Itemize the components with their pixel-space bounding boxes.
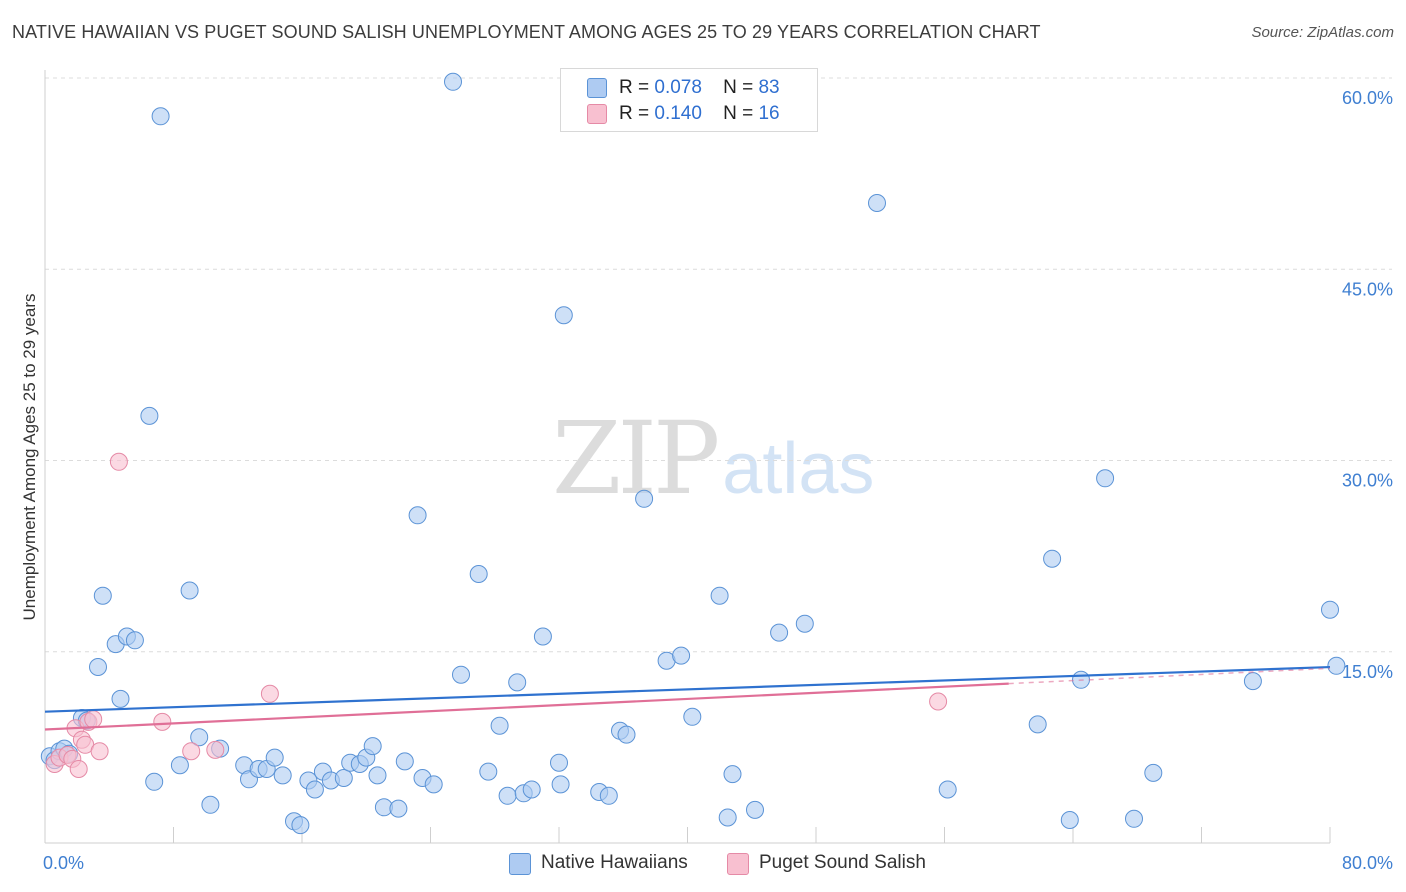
native-hawaiians-point [533, 627, 552, 646]
r-value: 0.140 [654, 103, 702, 124]
native-hawaiians-point [1096, 469, 1115, 488]
native-hawaiians-point [170, 756, 189, 775]
x-tick-label: 80.0% [1342, 853, 1393, 873]
native-hawaiians-point [444, 72, 462, 91]
native-hawaiians-point [334, 769, 353, 787]
legend-swatch-pink [587, 104, 607, 124]
trend-lines [44, 665, 1331, 731]
native-hawaiians-point [1028, 715, 1047, 734]
puget-sound-salish-point [260, 684, 279, 703]
native-hawaiians-point [1327, 656, 1346, 675]
native-hawaiians-point [1125, 809, 1143, 828]
native-hawaiians-point [1060, 811, 1079, 829]
puget-sound-salish-point [90, 742, 109, 761]
native-hawaiians-point [389, 799, 408, 818]
native-hawaiians-point [180, 581, 199, 600]
grid [45, 77, 1392, 653]
native-hawaiians-point [599, 786, 618, 805]
n-label: N = [723, 77, 754, 98]
native-hawaiians-point [305, 780, 324, 799]
native-hawaiians-point [368, 766, 387, 785]
x-tick-label: 0.0% [43, 853, 84, 873]
native-hawaiians-point [635, 489, 654, 508]
native-hawaiians-point [424, 775, 443, 794]
native-hawaiians-point [140, 406, 159, 425]
legend-label: Puget Sound Salish [759, 852, 926, 873]
y-axis-label: Unemployment Among Ages 25 to 29 years [20, 294, 39, 621]
legend-label: Native Hawaiians [541, 852, 688, 873]
native-hawaiians-point [363, 737, 382, 756]
native-hawaiians-point [554, 306, 573, 325]
puget-sound-salish-point [929, 692, 948, 711]
native-hawaiians-point [617, 725, 636, 744]
source-credit: Source: ZipAtlas.com [1251, 24, 1394, 41]
chart-title: NATIVE HAWAIIAN VS PUGET SOUND SALISH UN… [12, 22, 1041, 42]
y-tick-label: 30.0% [1342, 471, 1393, 491]
native-hawaiians-point [151, 107, 170, 126]
y-tick-label: 60.0% [1342, 88, 1393, 108]
native-hawaiians-point [93, 586, 112, 605]
native-hawaiians-trendline [44, 665, 1331, 713]
correlation-legend: R = 0.078 N = 83 R = 0.140 N = 16 [560, 68, 818, 132]
native-hawaiians-point [672, 646, 691, 665]
native-hawaiians-point [551, 775, 570, 794]
native-hawaiians-point [145, 772, 164, 791]
native-hawaiians-point [1243, 672, 1262, 691]
native-hawaiians-point [125, 631, 144, 650]
native-hawaiians-point [522, 780, 541, 799]
native-hawaiians-point [273, 766, 292, 785]
native-hawaiians-point [190, 728, 209, 747]
native-hawaiians-point [795, 614, 814, 633]
native-hawaiians-point [201, 795, 220, 814]
native-hawaiians-point [508, 673, 527, 692]
native-hawaiians-point [710, 586, 729, 605]
native-hawaiians-point [408, 506, 427, 525]
native-hawaiians-point [395, 752, 414, 771]
n-value: 16 [758, 103, 780, 124]
native-hawaiians-point [683, 707, 702, 726]
puget-sound-salish-point [84, 710, 103, 729]
puget-sound-salish-point [182, 742, 201, 761]
native-hawaiians-point [265, 748, 284, 767]
native-hawaiians-point [479, 762, 498, 781]
native-hawaiians-point [490, 716, 509, 735]
puget-sound-salish-point [109, 452, 128, 471]
native-hawaiians-point [498, 786, 517, 805]
native-hawaiians-point [111, 689, 130, 708]
puget-sound-salish-point [206, 740, 225, 759]
y-tick-label: 15.0% [1342, 662, 1393, 682]
puget-sound-salish-point [69, 760, 88, 778]
legend-swatch-blue [587, 78, 607, 98]
native-hawaiians-point [938, 780, 957, 799]
puget-sound-salish-trendline-extension [1008, 667, 1331, 685]
y-tick-label: 45.0% [1342, 279, 1393, 299]
legend-swatch-blue [509, 853, 531, 875]
series-legend: Native Hawaiians Puget Sound Salish [0, 852, 1406, 876]
native-hawaiians-point [1043, 549, 1062, 568]
native-hawaiians-point [868, 194, 886, 212]
puget-sound-salish-point [153, 712, 172, 731]
n-value: 83 [758, 77, 780, 98]
r-label: R = [619, 103, 650, 124]
legend-swatch-pink [727, 853, 749, 875]
native-hawaiians-point [718, 808, 737, 827]
native-hawaiians-point [469, 565, 488, 583]
native-hawaiians-point [746, 800, 764, 819]
native-hawaiians-point [550, 753, 568, 772]
axes [44, 70, 1331, 844]
r-label: R = [619, 77, 650, 98]
puget-sound-salish-trendline [44, 682, 1009, 731]
native-hawaiians-point [1321, 600, 1339, 619]
n-label: N = [723, 103, 754, 124]
native-hawaiians-point [1144, 763, 1163, 782]
native-hawaiians-point [89, 658, 107, 676]
native-hawaiians-point [291, 816, 310, 835]
native-hawaiians-point [770, 623, 789, 642]
r-value: 0.078 [654, 77, 702, 98]
series-native-hawaiians [40, 72, 1346, 835]
native-hawaiians-point [723, 765, 742, 784]
tick-labels: 15.0% 30.0% 45.0% 60.0% 0.0% 80.0% [43, 88, 1393, 873]
native-hawaiians-point [452, 665, 470, 684]
